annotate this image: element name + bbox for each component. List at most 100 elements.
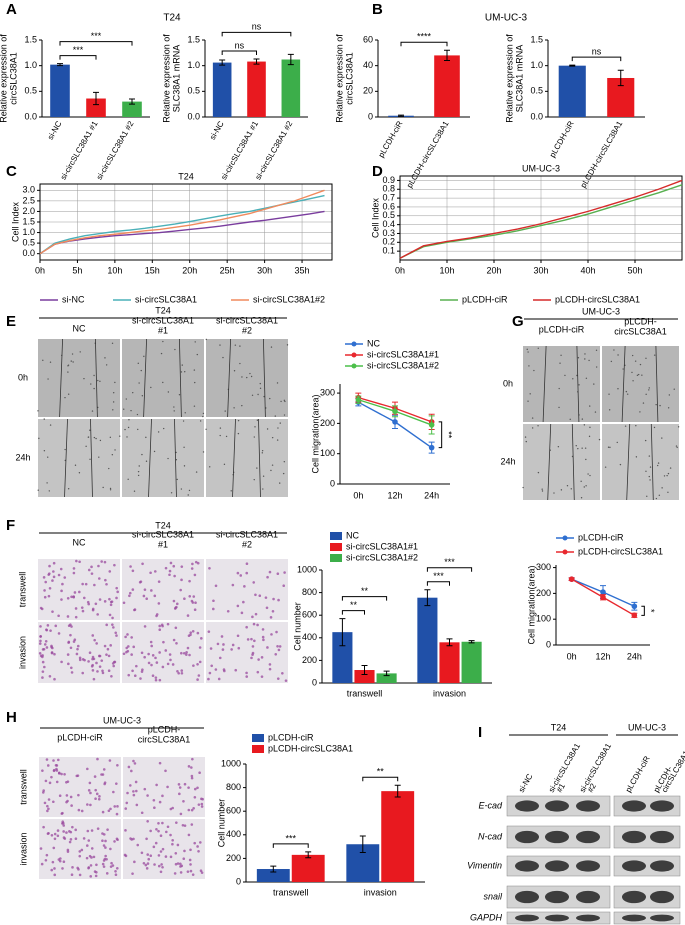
image-texture bbox=[193, 841, 197, 845]
image-texture bbox=[585, 485, 587, 487]
blot-band bbox=[576, 800, 600, 812]
image-texture bbox=[251, 645, 255, 648]
image-texture bbox=[157, 821, 160, 825]
error-bar bbox=[305, 851, 312, 859]
image-texture bbox=[230, 648, 233, 651]
x-tick-label: invasion bbox=[364, 887, 397, 897]
image-texture bbox=[256, 670, 260, 674]
y-axis-label: Cell Index bbox=[370, 197, 380, 238]
image-texture bbox=[57, 632, 61, 635]
image-texture bbox=[102, 844, 106, 847]
image-texture bbox=[199, 420, 202, 422]
y-tick-label: 100 bbox=[320, 448, 335, 458]
image-texture bbox=[48, 564, 51, 568]
image-texture bbox=[212, 599, 215, 603]
image-texture bbox=[95, 661, 98, 665]
image-texture bbox=[190, 823, 194, 826]
image-texture bbox=[645, 470, 647, 472]
image-texture bbox=[256, 419, 259, 421]
legend-marker bbox=[351, 363, 357, 369]
error-bar bbox=[394, 784, 401, 798]
y-tick-label: 0.0 bbox=[22, 248, 35, 258]
bar bbox=[50, 64, 70, 117]
x-tick-label: 20h bbox=[182, 265, 197, 275]
image-texture bbox=[140, 369, 142, 372]
significance-bracket bbox=[59, 41, 133, 46]
row-label: transwell bbox=[17, 572, 27, 608]
image-texture bbox=[41, 655, 44, 659]
image-texture bbox=[126, 633, 129, 636]
image-texture bbox=[72, 567, 76, 570]
image-texture bbox=[74, 464, 77, 466]
protein-label: GAPDH bbox=[470, 912, 503, 922]
image-texture bbox=[105, 623, 108, 627]
image-texture bbox=[653, 426, 656, 429]
image-texture bbox=[146, 794, 149, 797]
image-texture bbox=[584, 447, 587, 449]
image-texture bbox=[658, 494, 661, 497]
image-texture bbox=[47, 798, 51, 801]
x-tick-label: si-circSLC38A1 #2 bbox=[253, 119, 294, 181]
image-texture bbox=[241, 404, 243, 407]
image-texture bbox=[190, 808, 194, 812]
image-texture bbox=[150, 589, 153, 592]
image-texture bbox=[584, 353, 586, 355]
image-texture bbox=[191, 562, 194, 566]
image-texture bbox=[283, 571, 286, 574]
image-texture bbox=[142, 861, 146, 865]
image-texture bbox=[253, 478, 255, 481]
blot-band bbox=[515, 830, 539, 844]
image-texture bbox=[78, 560, 81, 564]
y-tick-label: 0.5 bbox=[187, 86, 200, 96]
blot-band bbox=[545, 890, 569, 904]
legend-label: si-circSLC38A1#1 bbox=[346, 541, 418, 551]
image-texture bbox=[53, 677, 56, 681]
plot-frame bbox=[39, 183, 333, 261]
image-texture bbox=[60, 598, 63, 601]
image-texture bbox=[256, 623, 259, 627]
blot-band bbox=[622, 890, 646, 904]
image-texture bbox=[174, 851, 178, 855]
image-texture bbox=[60, 660, 63, 664]
y-tick-label: 100 bbox=[536, 614, 551, 624]
image-texture bbox=[253, 639, 256, 643]
image-texture bbox=[269, 397, 271, 400]
image-texture bbox=[632, 380, 634, 382]
image-texture bbox=[174, 626, 178, 630]
legend-label: si-circSLC38A1#2 bbox=[367, 360, 439, 370]
image-texture bbox=[261, 628, 265, 631]
image-texture bbox=[98, 665, 102, 668]
image-texture bbox=[127, 426, 130, 429]
image-texture bbox=[84, 582, 88, 586]
significance-label: *** bbox=[285, 833, 296, 843]
image-texture bbox=[559, 362, 561, 364]
image-texture bbox=[180, 864, 184, 868]
image-texture bbox=[270, 469, 272, 472]
image-texture bbox=[233, 407, 235, 409]
image-texture bbox=[103, 644, 107, 648]
image-texture bbox=[42, 359, 44, 362]
image-texture bbox=[224, 410, 226, 412]
image-texture bbox=[283, 414, 286, 416]
image-texture bbox=[138, 465, 140, 467]
image-texture bbox=[130, 653, 133, 656]
image-texture bbox=[104, 854, 107, 858]
image-texture bbox=[112, 626, 115, 629]
image-texture bbox=[168, 573, 171, 577]
image-texture bbox=[179, 871, 183, 874]
x-tick-label: 12h bbox=[387, 490, 402, 500]
image-texture bbox=[188, 489, 191, 492]
image-texture bbox=[39, 634, 43, 638]
image-texture bbox=[159, 834, 163, 838]
image-texture bbox=[176, 669, 179, 673]
x-tick-label: 10h bbox=[107, 265, 122, 275]
image-texture bbox=[265, 606, 269, 610]
image-texture bbox=[243, 585, 246, 588]
image-texture bbox=[145, 837, 148, 841]
legend-label: pLCDH-ciR bbox=[462, 294, 508, 304]
image-texture bbox=[141, 395, 144, 397]
image-texture bbox=[608, 409, 611, 411]
image-texture bbox=[129, 565, 132, 568]
image-texture bbox=[66, 850, 70, 853]
image-texture bbox=[72, 571, 76, 575]
